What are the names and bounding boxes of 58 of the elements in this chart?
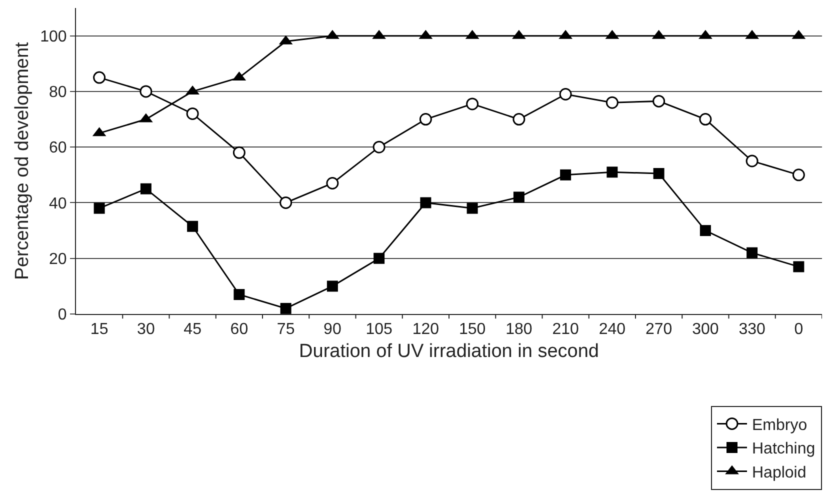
x-tick-label: 240 [598, 321, 626, 338]
point [140, 183, 152, 194]
point [280, 196, 292, 209]
x-tick-label: 75 [276, 321, 295, 338]
x-tick-label: 180 [506, 321, 532, 338]
x-tick-label: 90 [324, 321, 342, 338]
point [513, 192, 524, 203]
point [280, 302, 292, 314]
point [793, 261, 804, 272]
x-tick-label: 0 [794, 321, 804, 338]
point [326, 280, 338, 292]
point [606, 96, 618, 109]
point [186, 107, 199, 120]
x-tick-label: 150 [458, 321, 486, 338]
point [653, 168, 664, 180]
point [466, 202, 478, 214]
x-tick-label: 330 [738, 321, 766, 338]
point [792, 168, 805, 182]
point [466, 98, 479, 110]
x-tick-label: 60 [230, 321, 248, 338]
point [187, 220, 198, 232]
y-tick-label: 0 [58, 306, 67, 324]
x-tick-label: 210 [552, 321, 580, 338]
y-axis-title: Percentage od development [12, 41, 33, 280]
point [746, 247, 758, 258]
x-tick-label: 15 [90, 321, 108, 338]
y-tick-label: 80 [49, 84, 67, 102]
x-tick-label: 45 [184, 321, 202, 338]
x-tick-label: 105 [366, 321, 393, 338]
legend-label: Haploid [752, 464, 806, 482]
point [746, 154, 758, 168]
y-tick-label: 100 [40, 28, 67, 46]
point [94, 202, 105, 214]
point [652, 94, 666, 108]
point [93, 71, 106, 84]
point [419, 113, 432, 126]
point [374, 252, 385, 264]
y-tick-label: 60 [49, 140, 67, 157]
x-tick-label: 270 [645, 321, 672, 338]
legend-label: Embryo [752, 416, 808, 434]
x-tick-label: 300 [692, 321, 719, 338]
point [234, 289, 245, 300]
point [699, 113, 712, 126]
point [512, 113, 526, 126]
point [232, 146, 246, 159]
point [560, 169, 572, 180]
x-tick-label: 120 [412, 321, 440, 338]
point [140, 85, 152, 98]
point [326, 177, 339, 190]
point [606, 166, 618, 178]
x-axis-title: Duration of UV irradiation in second [299, 341, 599, 362]
y-tick-label: 20 [49, 250, 67, 268]
point [559, 88, 572, 100]
y-tick-label: 40 [49, 195, 67, 212]
point [700, 225, 711, 236]
point [372, 140, 386, 154]
point [420, 197, 432, 208]
x-tick-label: 30 [137, 321, 155, 338]
